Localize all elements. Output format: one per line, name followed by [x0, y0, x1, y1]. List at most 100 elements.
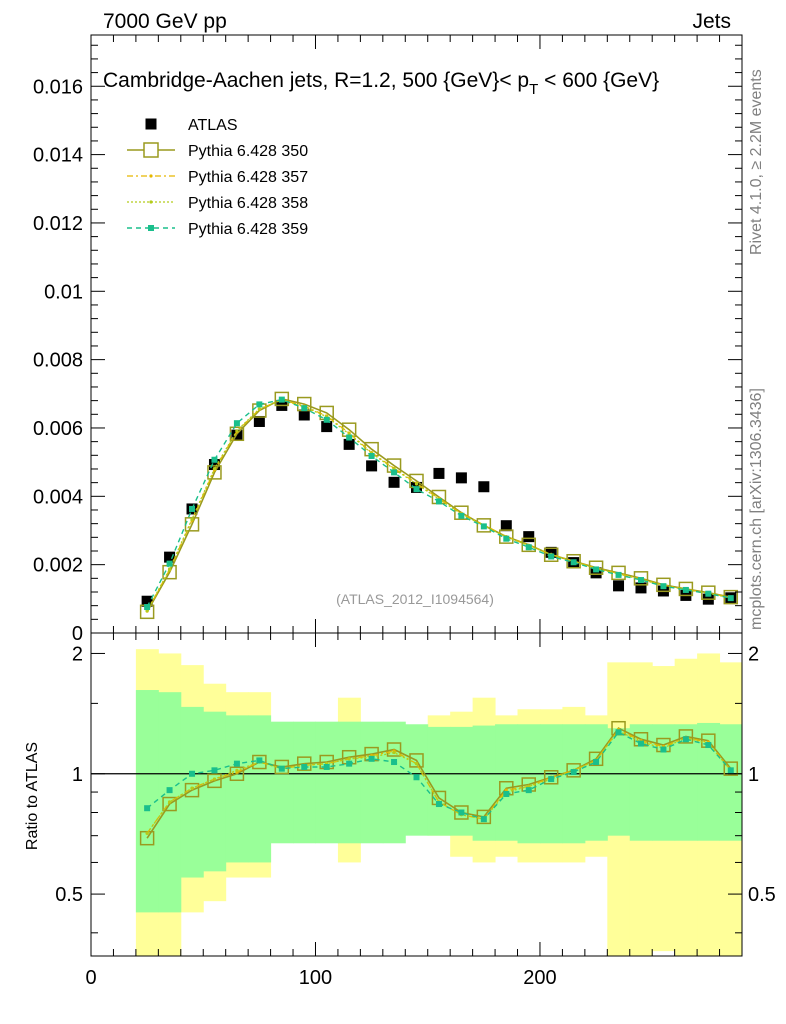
- reference-label: (ATLAS_2012_I1094564): [336, 591, 494, 607]
- ratio-band-inner-segment: [607, 728, 631, 836]
- legend-label: Pythia 6.428 359: [188, 221, 308, 238]
- ratio-series-point-4: [637, 740, 644, 747]
- atlas-data-point: [343, 438, 355, 450]
- main-series-point-4: [256, 401, 263, 408]
- ratio-series-point-4: [503, 790, 510, 797]
- main-series-point-4: [548, 553, 555, 560]
- main-series-point-4: [368, 452, 375, 459]
- ratio-series-point-4: [435, 801, 442, 808]
- ratio-x-tick-label: 200: [523, 967, 556, 989]
- main-series-point-4: [593, 566, 600, 573]
- ratio-band-inner-segment: [697, 722, 721, 841]
- chart-title: Cambridge-Aachen jets, R=1.2, 500 {GeV}<…: [103, 69, 659, 98]
- ratio-band-inner-segment: [652, 724, 676, 841]
- ratio-series-point-1: [207, 773, 222, 789]
- main-series-point-4: [637, 577, 644, 584]
- main-series-point-4: [323, 416, 330, 423]
- ratio-series-point-1: [409, 753, 424, 768]
- atlas-data-point: [164, 551, 176, 563]
- ratio-series-point-3: [235, 768, 239, 772]
- ratio-band-inner-segment: [337, 721, 361, 844]
- legend: ATLAS Pythia 6.428 350 Pythia 6.428 357 Pyt…: [127, 117, 308, 238]
- ratio-series-point-4: [256, 757, 263, 764]
- main-y-tick-label: 0.016: [33, 76, 83, 98]
- ratio-series-point-4: [368, 755, 375, 762]
- ratio-series-point-4: [480, 816, 487, 823]
- atlas-data-point: [321, 421, 333, 433]
- ratio-y-tick-label-right: 0.5: [748, 884, 776, 906]
- ratio-x-tick-label: 100: [299, 967, 332, 989]
- ratio-series-point-1: [588, 751, 604, 767]
- mcplots-label: mcplots.cern.ch [arXiv:1306.3436]: [748, 388, 765, 630]
- ratio-band-inner-segment: [719, 724, 743, 841]
- ratio-series-point-4: [346, 760, 353, 767]
- atlas-data-point: [298, 409, 310, 421]
- main-series-point-3: [212, 467, 217, 471]
- ratio-band-inner-segment: [382, 721, 406, 844]
- main-series-point-4: [278, 396, 285, 403]
- main-series-point-1: [499, 529, 514, 544]
- ratio-series-point-4: [144, 805, 151, 812]
- ratio-series-point-4: [660, 746, 667, 753]
- main-series-point-4: [346, 434, 353, 441]
- ratio-band-inner-segment: [225, 715, 249, 863]
- header-right-label: Jets: [692, 10, 731, 33]
- ratio-series-line-2: [146, 728, 732, 834]
- main-series-point-4: [525, 544, 532, 551]
- ratio-series-point-4: [233, 760, 240, 767]
- atlas-data-point: [478, 481, 490, 493]
- ratio-band-inner-segment: [315, 721, 339, 844]
- ratio-series-point-4: [705, 742, 712, 749]
- atlas-data-point: [141, 595, 153, 607]
- main-series-point-4: [189, 505, 196, 512]
- ratio-series-point-4: [211, 767, 218, 774]
- main-series-point-4: [660, 583, 667, 590]
- main-y-tick-label: 0.012: [33, 213, 83, 235]
- main-series-point-1: [476, 518, 492, 533]
- atlas-data-point: [590, 567, 602, 579]
- ratio-series-point-4: [727, 767, 734, 774]
- main-y-tick-label: 0.01: [44, 281, 83, 303]
- ratio-plot-frame: [90, 632, 743, 957]
- ratio-band-inner-segment: [135, 690, 159, 913]
- ratio-y-tick-label: 0.5: [55, 884, 83, 906]
- atlas-data-point: [545, 546, 557, 558]
- ratio-band-inner-segment: [270, 721, 294, 844]
- header-left-label: 7000 GeV pp: [103, 10, 227, 33]
- legend-marker-3: [149, 200, 153, 204]
- legend-marker-4: [148, 225, 154, 231]
- legend-marker-1: [143, 142, 159, 158]
- ratio-series-point-4: [166, 787, 173, 794]
- main-series-point-4: [682, 586, 689, 593]
- atlas-data-point: [635, 582, 647, 594]
- rivet-version-label: Rivet 4.1.0, ≥ 2.2M events: [748, 69, 765, 255]
- ratio-series-point-4: [413, 774, 420, 781]
- ratio-series-point-1: [386, 742, 402, 757]
- main-series-point-4: [166, 560, 173, 567]
- ratio-series-point-4: [682, 736, 689, 743]
- ratio-series-point-4: [615, 729, 622, 736]
- main-series-point-4: [458, 512, 465, 519]
- main-series-point-4: [727, 595, 734, 602]
- main-series-point-4: [211, 456, 218, 463]
- main-y-tick-label: 0.008: [33, 350, 83, 372]
- ratio-series-point-4: [570, 769, 577, 776]
- ratio-series-point-1: [297, 756, 312, 771]
- main-series-point-1: [543, 547, 559, 562]
- main-axes: 0 0.002 0.004 0.006 0.008 0.01 0.012 0.014 0.016: [33, 35, 743, 645]
- main-series-point-4: [301, 405, 308, 412]
- main-series-point-4: [480, 523, 487, 530]
- ratio-series-point-3: [145, 831, 149, 835]
- ratio-ylabel: Ratio to ATLAS: [24, 742, 41, 850]
- legend-label: Pythia 6.428 358: [188, 195, 308, 212]
- atlas-data-point: [208, 459, 220, 471]
- main-series-point-1: [274, 391, 290, 407]
- ratio-series-point-3: [347, 757, 351, 761]
- ratio-band-inner-segment: [293, 721, 316, 844]
- ratio-series-point-1: [723, 761, 739, 776]
- legend-marker-2: [149, 174, 153, 178]
- ratio-band-inner-segment: [562, 724, 586, 844]
- ratio-series-point-4: [548, 776, 555, 783]
- main-series-point-4: [705, 590, 712, 597]
